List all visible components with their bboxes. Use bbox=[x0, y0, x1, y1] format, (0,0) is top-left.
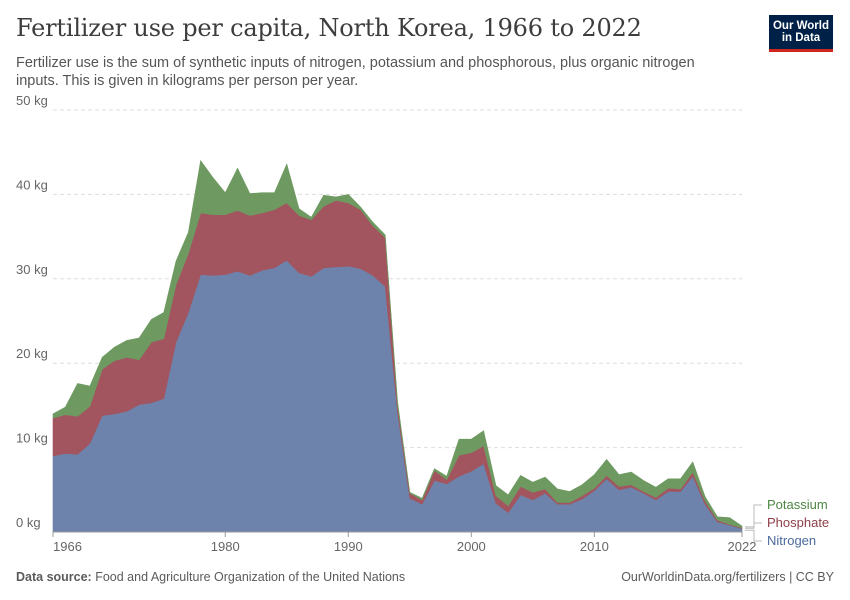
y-tick-label: 20 kg bbox=[16, 346, 48, 361]
data-source-text: Food and Agriculture Organization of the… bbox=[95, 570, 406, 584]
x-tick-label: 2000 bbox=[457, 539, 486, 554]
x-tick-label: 1990 bbox=[334, 539, 363, 554]
data-source-label: Data source: bbox=[16, 570, 92, 584]
chart-subtitle: Fertilizer use is the sum of synthetic i… bbox=[16, 55, 695, 89]
logo-line-2: in Data bbox=[781, 32, 821, 44]
x-tick-label: 1966 bbox=[53, 539, 82, 554]
data-source: Data source: Food and Agriculture Organi… bbox=[16, 570, 405, 584]
stacked-areas bbox=[52, 159, 743, 533]
area-potassium[interactable] bbox=[52, 159, 743, 529]
x-tick-label: 1980 bbox=[211, 539, 240, 554]
legend-label-potassium[interactable]: Potassium bbox=[767, 497, 828, 512]
legend-label-phosphate[interactable]: Phosphate bbox=[767, 515, 829, 530]
y-tick-label: 0 kg bbox=[16, 515, 41, 530]
x-axis: 1966 1980 1990 2000 2010 2022 bbox=[52, 531, 757, 554]
legend: Potassium Phosphate Nitrogen bbox=[745, 497, 829, 548]
y-tick-label: 40 kg bbox=[16, 177, 48, 192]
legend-connector bbox=[745, 504, 762, 528]
x-tick-label: 2022 bbox=[728, 539, 757, 554]
y-tick-label: 30 kg bbox=[16, 262, 48, 277]
owid-logo[interactable]: Our World in Data bbox=[769, 15, 833, 52]
y-tick-label: 50 kg bbox=[16, 93, 48, 108]
logo-line-1: Our World bbox=[772, 20, 829, 32]
legend-connector bbox=[745, 529, 762, 542]
url-license[interactable]: OurWorldinData.org/fertilizers | CC BY bbox=[621, 570, 834, 584]
legend-connector bbox=[745, 522, 762, 529]
y-tick-label: 10 kg bbox=[16, 431, 48, 446]
y-axis-ticks: 0 kg 10 kg 20 kg 30 kg 40 kg 50 kg bbox=[16, 93, 48, 530]
chart-title: Fertilizer use per capita, North Korea, … bbox=[16, 14, 642, 42]
legend-label-nitrogen[interactable]: Nitrogen bbox=[767, 533, 816, 548]
x-tick-label: 2010 bbox=[580, 539, 609, 554]
